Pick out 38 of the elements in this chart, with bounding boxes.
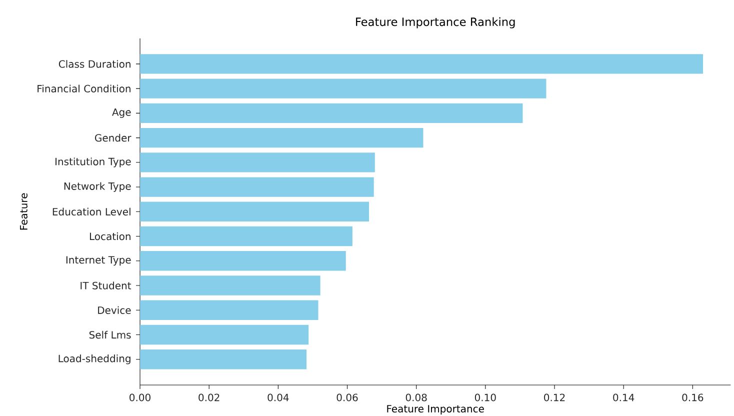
- bar: [140, 78, 546, 98]
- chart-title: Feature Importance Ranking: [356, 17, 515, 28]
- x-tick-label: 0.06: [336, 394, 358, 402]
- x-tick-label: 0.08: [406, 394, 427, 402]
- y-tick-label: Internet Type: [66, 256, 131, 266]
- y-tick-label: Network Type: [64, 182, 131, 192]
- bar: [140, 128, 424, 148]
- bar: [140, 251, 346, 271]
- x-tick-label: 0.02: [198, 394, 220, 402]
- x-tick-label: 0.14: [613, 394, 634, 402]
- y-tick-label: Self Lms: [89, 330, 131, 339]
- bar: [140, 103, 523, 124]
- y-tick-label: Load-shedding: [58, 354, 130, 364]
- bar: [140, 177, 374, 197]
- y-tick-label: IT Student: [80, 282, 132, 290]
- x-tick-label: 0.04: [268, 394, 289, 402]
- bar: [140, 152, 375, 172]
- bar: [140, 54, 704, 74]
- bar: [140, 300, 318, 320]
- y-tick-label: Location: [90, 232, 130, 240]
- bar: [140, 202, 370, 222]
- x-axis-title: Feature Importance: [387, 405, 484, 414]
- bar: [140, 350, 306, 370]
- y-tick-label: Education Level: [52, 208, 130, 216]
- x-tick-label: 0.12: [544, 394, 565, 402]
- bar: [140, 276, 320, 296]
- y-tick-label: Gender: [95, 134, 132, 142]
- bar: [140, 226, 352, 246]
- y-tick-label: Institution Type: [56, 158, 131, 168]
- x-tick-label: 0.10: [474, 394, 496, 402]
- y-tick-label: Class Duration: [58, 60, 130, 68]
- x-tick-label: 0.16: [682, 394, 704, 402]
- y-tick-label: Device: [98, 306, 131, 314]
- y-tick-label: Age: [112, 108, 131, 118]
- x-tick-label: 0.00: [130, 394, 150, 402]
- y-axis-title: Feature: [20, 193, 28, 230]
- y-tick-label: Financial Condition: [38, 84, 130, 92]
- bar: [140, 324, 309, 345]
